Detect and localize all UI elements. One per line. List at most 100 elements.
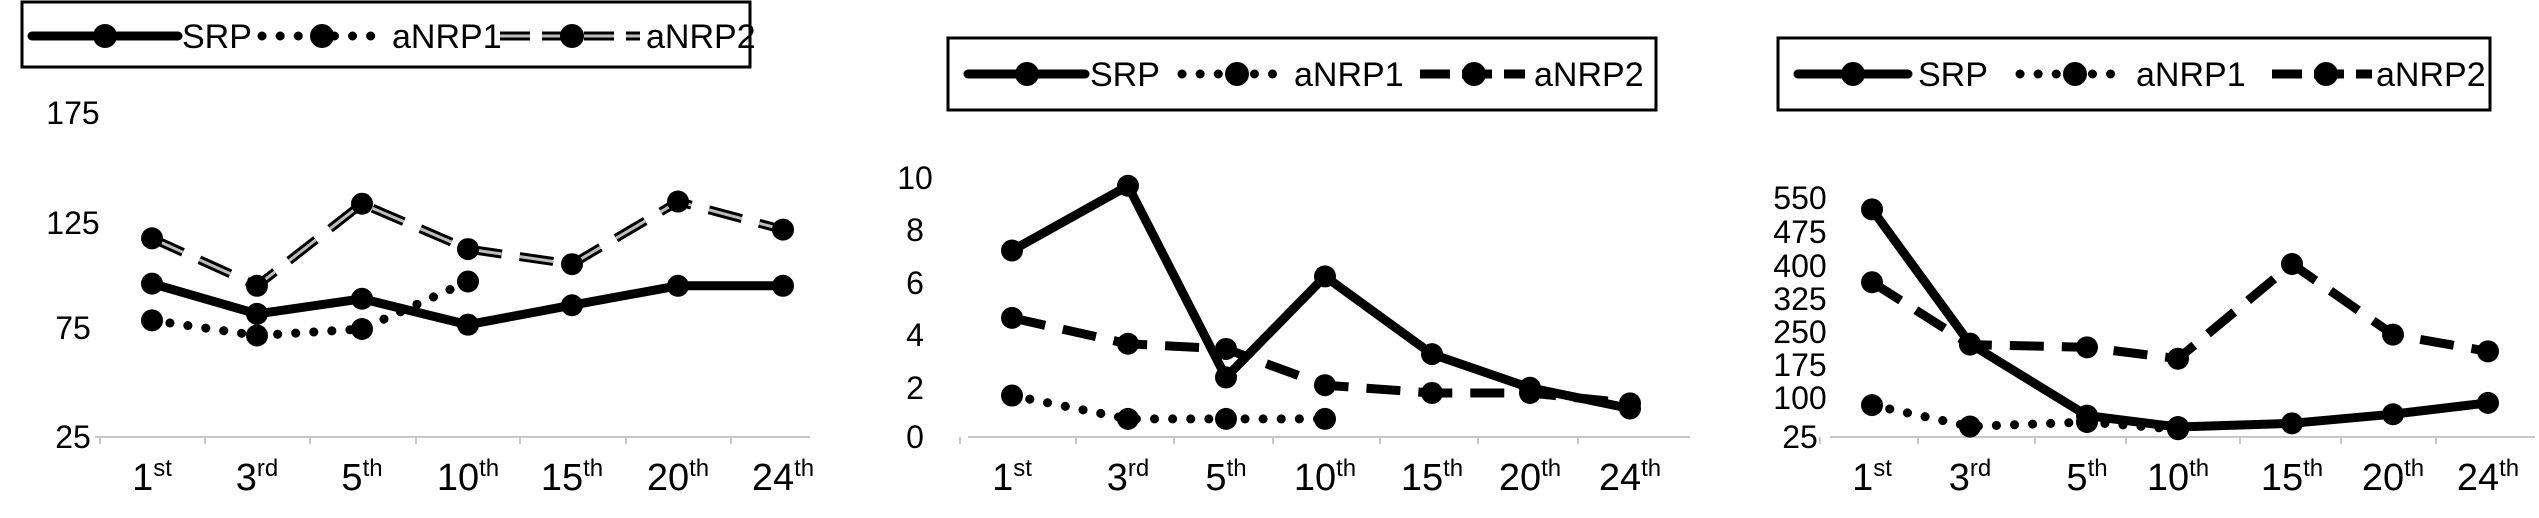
data-point-anrp2 <box>1619 392 1641 415</box>
x-tick-label: 24th <box>1599 455 1661 499</box>
chart-panel-3: SRP aNRP1 aNRP2 55047540032525017510025 … <box>1773 36 2535 499</box>
data-point-anrp2 <box>246 274 268 297</box>
data-point-srp <box>1215 366 1237 389</box>
legend-label-srp: SRP <box>1918 56 1988 94</box>
legend-marker-anrp1 <box>1225 62 1249 86</box>
data-point-srp <box>772 274 794 297</box>
legend-label-anrp1: aNRP1 <box>392 18 502 56</box>
x-tick-label: 20th <box>2362 455 2424 499</box>
y-tick-label: 25 <box>55 419 91 455</box>
data-point-srp <box>2281 412 2303 435</box>
data-point-anrp2 <box>1959 333 1981 356</box>
y-tick-label: 0 <box>906 419 924 455</box>
data-point-srp <box>141 272 163 295</box>
y-tick-label: 550 <box>1773 180 1826 216</box>
data-point-anrp2 <box>2167 347 2189 370</box>
legend-label-srp: SRP <box>1090 56 1160 94</box>
x-axis-1: 1st 3rd 5th 10th 15th 20th 24th <box>99 437 814 499</box>
y-axis-2: 10 8 6 4 2 0 <box>897 160 933 455</box>
data-point-srp <box>2382 403 2404 426</box>
data-point-anrp1 <box>246 324 268 347</box>
data-point-anrp1 <box>2076 410 2098 433</box>
x-tick-label: 15th <box>1401 455 1463 499</box>
data-point-srp <box>1861 198 1883 221</box>
y-tick-label: 4 <box>906 317 924 353</box>
data-point-anrp2 <box>2076 336 2098 359</box>
legend-label-anrp2: aNRP2 <box>1534 56 1644 94</box>
data-point-anrp1 <box>1314 407 1336 430</box>
x-tick-label: 3rd <box>1107 455 1149 499</box>
chart-panel-1: SRP aNRP1 aNRP2 175 125 75 25 1st 3rd 5th 10th… <box>20 0 814 499</box>
plot-area-1 <box>141 190 794 347</box>
y-tick-label: 10 <box>897 160 933 196</box>
y-axis-1: 175 125 75 25 <box>46 95 99 455</box>
legend-marker-anrp1 <box>2063 62 2087 86</box>
legend-marker-srp <box>93 24 117 48</box>
data-point-srp <box>1001 239 1023 262</box>
legend-3: SRP aNRP1 aNRP2 <box>1776 36 2492 112</box>
data-point-srp <box>1117 174 1139 197</box>
legend-marker-anrp1 <box>310 24 334 48</box>
series-line-srp <box>1868 206 2489 432</box>
x-tick-label: 10th <box>437 455 499 499</box>
data-point-anrp2 <box>667 190 689 213</box>
y-tick-label: 25 <box>1782 419 1818 455</box>
legend-label-srp: SRP <box>182 18 252 56</box>
y-tick-label: 400 <box>1773 248 1826 284</box>
data-point-anrp2 <box>1001 306 1023 329</box>
data-point-anrp2 <box>1421 381 1443 404</box>
data-point-anrp2 <box>1861 271 1883 294</box>
data-point-anrp1 <box>457 270 479 293</box>
legend-marker-anrp2 <box>560 24 584 48</box>
y-tick-label: 100 <box>1773 380 1826 416</box>
data-point-anrp1 <box>1215 407 1237 430</box>
plot-area-3 <box>1861 198 2499 441</box>
data-point-srp <box>457 313 479 336</box>
legend-label-anrp1: aNRP1 <box>2136 56 2246 94</box>
data-point-anrp2 <box>2281 253 2303 276</box>
series-line-anrp1 <box>1867 400 2183 434</box>
plot-area-2 <box>1001 174 1641 430</box>
legend-label-anrp2: aNRP2 <box>646 18 756 56</box>
data-point-srp <box>1314 265 1336 288</box>
legend-label-anrp1: aNRP1 <box>1294 56 1404 94</box>
data-point-anrp2 <box>351 192 373 215</box>
x-tick-label: 24th <box>2457 455 2519 499</box>
x-tick-label: 3rd <box>1949 455 1991 499</box>
y-tick-label: 75 <box>55 310 91 346</box>
data-point-anrp1 <box>1959 415 1981 438</box>
y-tick-label: 6 <box>906 265 924 301</box>
chart-panel-2: SRP aNRP1 aNRP2 10 8 6 4 2 0 1st 3rd 5th 10th 15t… <box>897 36 1690 499</box>
legend-marker-anrp2 <box>2314 62 2338 86</box>
y-tick-label: 8 <box>906 212 924 248</box>
y-tick-label: 2 <box>906 370 924 406</box>
data-point-anrp1 <box>351 318 373 340</box>
x-tick-label: 10th <box>1294 455 1356 499</box>
legend-marker-srp <box>1841 62 1865 86</box>
y-tick-label: 125 <box>46 205 99 241</box>
data-point-srp <box>246 302 268 325</box>
data-point-anrp1 <box>141 309 163 332</box>
x-tick-label: 20th <box>1499 455 1561 499</box>
data-point-anrp1 <box>1117 407 1139 430</box>
data-point-anrp2 <box>1117 332 1139 355</box>
x-axis-2: 1st 3rd 5th 10th 15th 20th 24th <box>959 437 1661 499</box>
data-point-srp <box>667 274 689 297</box>
y-tick-label: 250 <box>1773 314 1826 350</box>
x-tick-label: 1st <box>132 455 172 499</box>
y-tick-label: 175 <box>1773 347 1826 383</box>
data-point-srp <box>1421 343 1443 366</box>
series-line-anrp1 <box>147 277 473 340</box>
data-point-anrp2 <box>1314 374 1336 397</box>
x-tick-label: 15th <box>2261 455 2323 499</box>
x-tick-label: 10th <box>2147 455 2209 499</box>
legend-marker-anrp2 <box>1462 62 1486 86</box>
data-point-srp <box>561 294 583 317</box>
data-point-anrp2 <box>772 218 794 241</box>
data-point-anrp1 <box>2167 418 2189 441</box>
legend-label-anrp2: aNRP2 <box>2376 56 2486 94</box>
data-point-anrp2 <box>2382 323 2404 346</box>
y-tick-label: 175 <box>46 95 99 131</box>
